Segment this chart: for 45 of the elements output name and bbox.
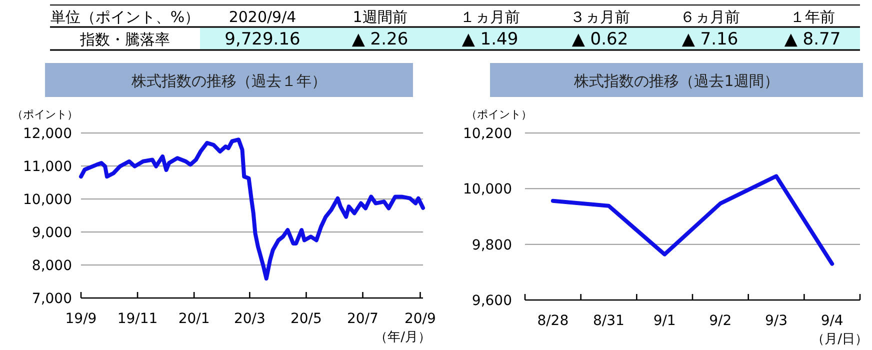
chart-title: 株式指数の推移（過去1週間） (573, 72, 779, 90)
x-tick-label: 9/4 (820, 313, 844, 329)
y-tick-label: 7,000 (32, 291, 72, 307)
y-tick-label: 10,200 (463, 126, 512, 142)
line-series (550, 174, 834, 266)
y-tick-label: 9,800 (472, 237, 512, 254)
text: ６ヵ月前 (680, 8, 740, 26)
text: １ヵ月前 (460, 8, 520, 26)
x-tick-label: 19/11 (117, 311, 158, 327)
x-tick-label: 20/7 (347, 311, 378, 327)
text: 1週間前 (352, 8, 408, 26)
x-tick-label: 20/5 (290, 311, 322, 327)
text: 単位（ポイント、%） (50, 8, 200, 26)
x-tick-label: 20/3 (234, 311, 266, 327)
x-tick-label: 9/2 (709, 313, 732, 329)
text: 2020/9/4 (228, 8, 296, 26)
y-tick-label: 10,000 (463, 182, 512, 198)
x-axis-title: （年/月） (374, 330, 431, 345)
y-tick-label: 11,000 (23, 159, 72, 175)
text: ▲ 0.62 (572, 30, 628, 50)
text: ▲ 2.26 (352, 30, 408, 50)
x-tick-label: 8/28 (537, 313, 569, 329)
y-tick-label: 9,600 (472, 293, 512, 309)
chart-title: 株式指数の推移（過去１年） (130, 72, 326, 90)
y-tick-label: 12,000 (23, 126, 72, 142)
y-tick-label: 10,000 (23, 192, 72, 208)
line-series (79, 138, 425, 281)
x-tick-label: 19/9 (65, 311, 97, 327)
text: 指数・騰落率 (79, 30, 170, 48)
x-axis-title: （月/日） (812, 332, 868, 347)
y-axis-title: （ポイント） (466, 108, 532, 121)
y-tick-label: 8,000 (32, 258, 72, 274)
text: １年前 (790, 8, 835, 26)
x-tick-label: 8/31 (593, 313, 624, 329)
y-tick-label: 9,000 (32, 225, 72, 241)
text: 9,729.16 (224, 30, 300, 50)
y-axis-title: （ポイント） (12, 108, 78, 121)
text: ▲ 1.49 (462, 30, 518, 50)
text: ▲ 8.77 (784, 30, 841, 50)
text: ３ヵ月前 (570, 8, 630, 26)
text: ▲ 7.16 (682, 30, 738, 50)
x-tick-label: 9/1 (653, 313, 676, 329)
x-tick-label: 20/1 (178, 311, 210, 327)
x-tick-label: 9/3 (764, 313, 788, 329)
x-tick-label: 20/9 (404, 311, 436, 327)
